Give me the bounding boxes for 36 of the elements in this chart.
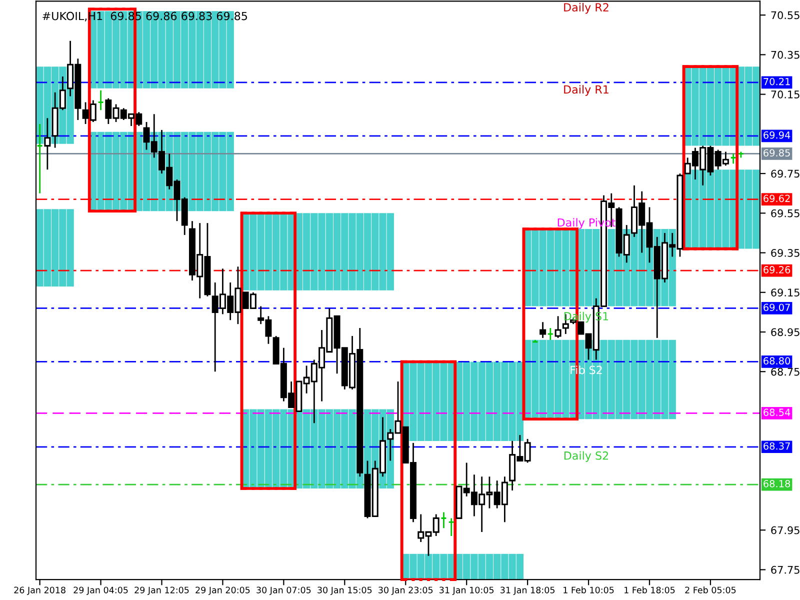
x-tick-label: 31 Jan 10:05 <box>440 586 494 595</box>
y-tick-label: 69.35 <box>771 248 800 257</box>
y-tick-label: 69.55 <box>771 209 800 218</box>
x-tick-label: 29 Jan 04:05 <box>74 586 128 595</box>
y-tick-label: 70.55 <box>771 11 800 20</box>
y-tick-label: 68.75 <box>771 368 800 376</box>
ref-line-label: 68.54 <box>764 408 790 416</box>
x-tick-label: 30 Jan 07:05 <box>256 586 311 595</box>
y-tick-label: 70.15 <box>771 90 800 98</box>
annotation: Daily R1 <box>564 85 608 96</box>
x-tick-label: 30 Jan 23:05 <box>378 586 433 595</box>
annotation: Daily R2 <box>564 2 608 14</box>
ref-line-label: 70.21 <box>764 78 790 86</box>
y-tick-label: 67.75 <box>771 566 800 574</box>
x-tick-label: 29 Jan 12:05 <box>134 586 189 595</box>
x-tick-label: 26 Jan 2018 <box>14 586 66 595</box>
ref-line-label: 69.94 <box>764 131 790 139</box>
x-tick-label: 29 Jan 20:05 <box>196 586 250 595</box>
y-tick-label: 67.95 <box>771 526 800 534</box>
ref-line-label: 69.26 <box>764 266 790 274</box>
x-tick-label: 30 Jan 15:05 <box>318 586 372 595</box>
x-tick-label: 1 Feb 10:05 <box>564 586 614 594</box>
y-tick-label: 70.35 <box>771 50 800 59</box>
ref-line-label: 69.62 <box>764 194 790 202</box>
ref-line-label: 68.18 <box>764 480 790 488</box>
y-tick-label: 69.15 <box>771 288 800 296</box>
y-tick-label: 69.75 <box>771 170 800 178</box>
x-tick-label: 2 Feb 05:05 <box>685 586 736 594</box>
ref-line-label: 68.37 <box>764 442 790 450</box>
annotation: Daily S2 <box>564 451 608 462</box>
y-tick-label: 68.95 <box>771 328 800 336</box>
ref-line-label: 69.07 <box>764 304 790 312</box>
x-tick-label: 1 Feb 18:05 <box>624 586 675 594</box>
ref-line-label: 68.80 <box>764 357 790 365</box>
x-tick-label: 31 Jan 18:05 <box>500 586 554 595</box>
ref-line-label: 69.85 <box>764 149 790 157</box>
